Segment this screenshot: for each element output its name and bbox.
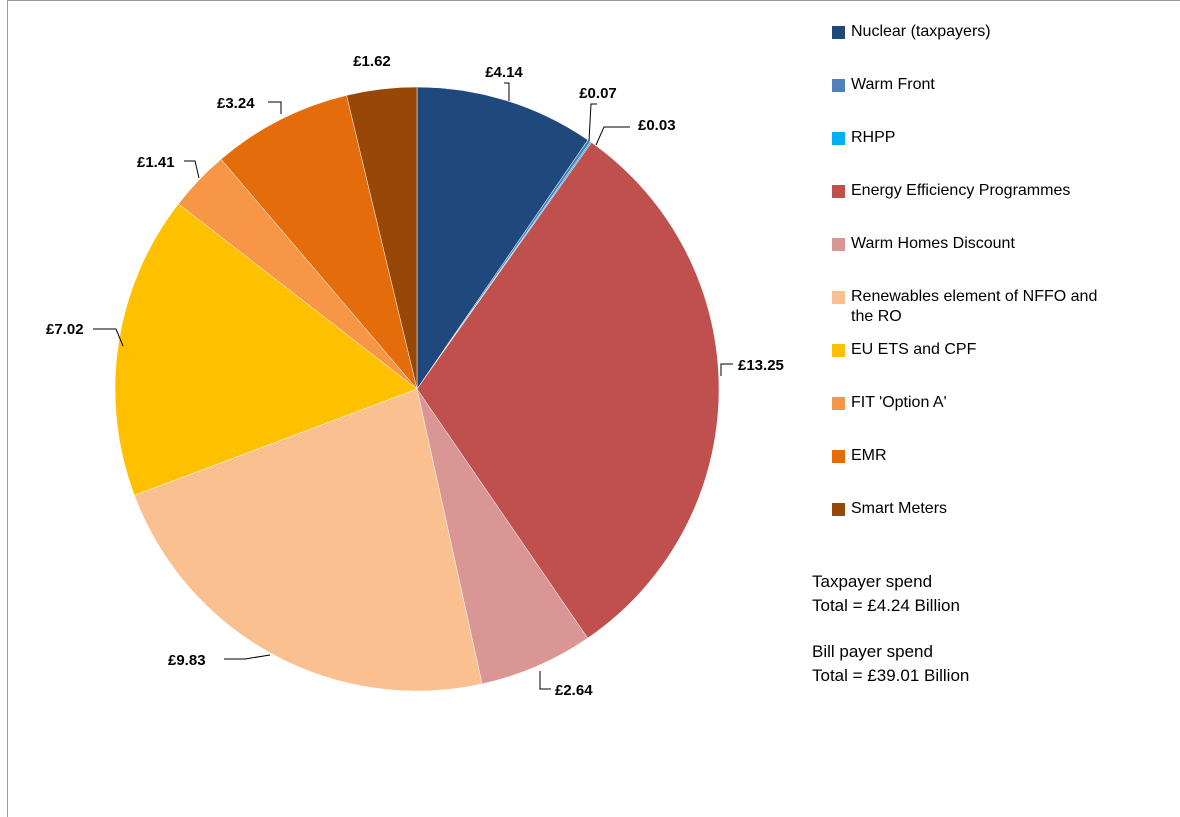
totals-panel: Taxpayer spend Total = £4.24 Billion Bil… bbox=[812, 570, 969, 710]
legend-item: EMR bbox=[832, 446, 1121, 466]
billpayer-spend-total: Total = £39.01 Billion bbox=[812, 666, 970, 685]
pie-slice-eu-ets-and-cpf bbox=[114, 203, 418, 496]
data-label: £1.62 bbox=[353, 53, 391, 70]
leader-line bbox=[268, 101, 282, 114]
legend-item: Nuclear (taxpayers) bbox=[832, 22, 1121, 42]
legend-item: Energy Efficiency Programmes bbox=[832, 181, 1121, 201]
legend-swatch bbox=[832, 185, 845, 198]
data-label: £13.25 bbox=[738, 357, 784, 374]
legend-label: Energy Efficiency Programmes bbox=[851, 182, 1071, 199]
leader-line bbox=[720, 363, 733, 376]
leader-line bbox=[588, 103, 597, 142]
data-label: £0.07 bbox=[579, 85, 617, 102]
legend-swatch bbox=[832, 238, 845, 251]
data-label: £7.02 bbox=[46, 321, 84, 338]
billpayer-spend-title: Bill payer spend bbox=[812, 642, 933, 661]
legend-swatch bbox=[832, 132, 845, 145]
chart-area bbox=[7, 0, 1180, 817]
legend-label: FIT 'Option A' bbox=[851, 394, 947, 411]
legend-swatch bbox=[832, 503, 845, 516]
legend-item: Warm Homes Discount bbox=[832, 234, 1121, 254]
pie-slice-smart-meters bbox=[346, 86, 418, 390]
legend-label: EU ETS and CPF bbox=[851, 341, 977, 358]
leader-line bbox=[184, 160, 200, 179]
pie-slice-nuclear-taxpayers bbox=[416, 86, 589, 390]
leader-line bbox=[539, 671, 551, 690]
legend-item: Smart Meters bbox=[832, 499, 1121, 519]
data-label: £9.83 bbox=[168, 652, 206, 669]
pie-slice-renewables-element-of-nffo-and-the-ro bbox=[134, 388, 483, 692]
legend-item: FIT 'Option A' bbox=[832, 393, 1121, 413]
legend-swatch bbox=[832, 291, 845, 304]
legend-item: Renewables element of NFFO and the RO bbox=[832, 287, 1121, 327]
legend-label: Renewables element of NFFO and the RO bbox=[851, 288, 1098, 325]
pie-slice-energy-efficiency-programmes bbox=[416, 142, 720, 639]
legend-swatch bbox=[832, 344, 845, 357]
leader-line bbox=[595, 126, 630, 146]
legend-swatch bbox=[832, 450, 845, 463]
leader-line bbox=[93, 328, 124, 347]
leader-line bbox=[504, 82, 510, 101]
legend-item: RHPP bbox=[832, 128, 1121, 148]
taxpayer-spend-total: Total = £4.24 Billion bbox=[812, 596, 960, 615]
data-label: £2.64 bbox=[555, 682, 593, 699]
legend-label: Warm Homes Discount bbox=[851, 235, 1015, 252]
legend-label: EMR bbox=[851, 447, 887, 464]
data-label: £0.03 bbox=[638, 117, 676, 134]
data-label: £3.24 bbox=[217, 95, 255, 112]
legend-label: RHPP bbox=[851, 129, 896, 146]
data-label: £1.41 bbox=[137, 154, 175, 171]
legend-swatch bbox=[832, 79, 845, 92]
data-label: £4.14 bbox=[485, 64, 523, 81]
leader-line bbox=[224, 654, 271, 660]
pie-slice-emr bbox=[220, 95, 418, 390]
taxpayer-spend-title: Taxpayer spend bbox=[812, 572, 933, 591]
legend-item: Warm Front bbox=[832, 75, 1121, 95]
legend-label: Smart Meters bbox=[851, 500, 948, 517]
legend-item: EU ETS and CPF bbox=[832, 340, 1121, 360]
legend-label: Nuclear (taxpayers) bbox=[851, 23, 991, 40]
legend-swatch bbox=[832, 397, 845, 410]
legend-label: Warm Front bbox=[851, 76, 935, 93]
legend-swatch bbox=[832, 26, 845, 39]
